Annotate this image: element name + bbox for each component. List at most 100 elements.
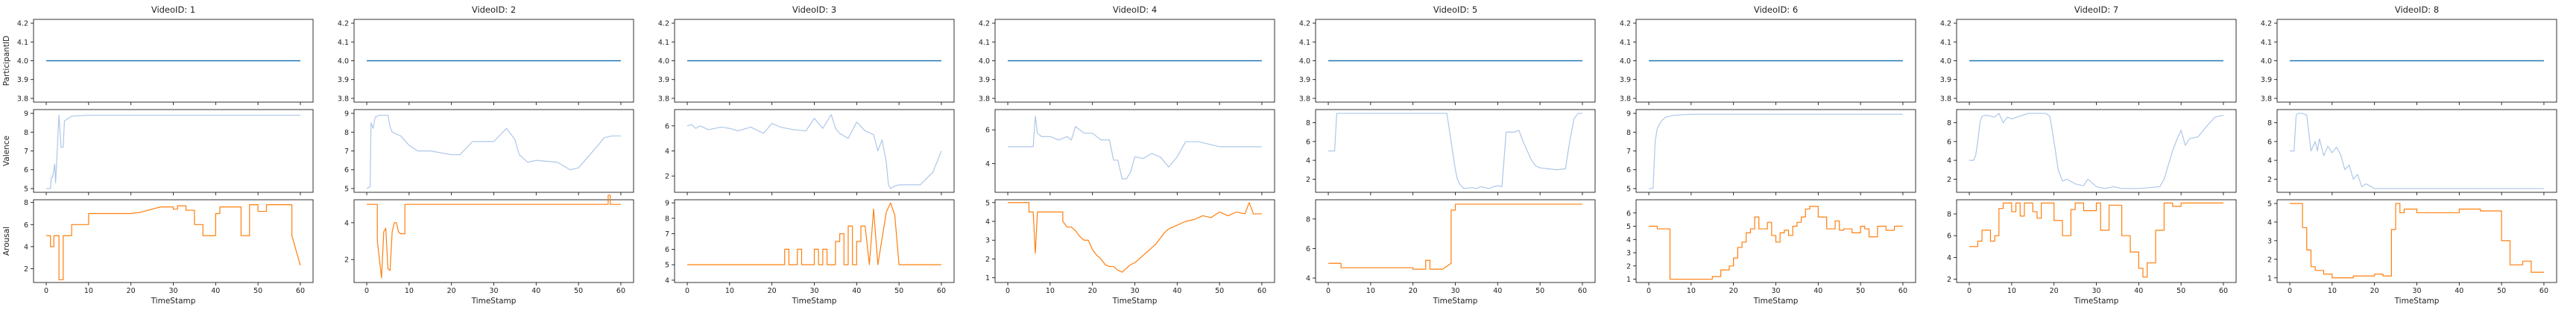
y-tick-label: 2 [665, 173, 669, 181]
y-tick-label: 5 [985, 199, 990, 207]
y-tick-label: 6 [1626, 166, 1631, 174]
x-tick-label: 10 [2007, 287, 2016, 295]
arousal-line [687, 202, 941, 265]
y-axis-label: ParticipantID [2, 36, 11, 86]
plot-frame [1315, 109, 1596, 193]
x-tick-label: 40 [1813, 287, 1822, 295]
plot-frame [674, 109, 955, 193]
x-tick-label: 40 [852, 287, 861, 295]
x-tick-label: 50 [1535, 287, 1544, 295]
x-tick-label: 40 [1493, 287, 1502, 295]
subplot-panel: 2 4 6 8 0 10 20 30 40 50 60 [1947, 199, 2237, 295]
x-tick-label: 60 [2219, 287, 2228, 295]
y-tick-label: 6 [665, 246, 669, 254]
y-tick-label: 3.9 [1940, 76, 1951, 84]
x-tick-label: 20 [2050, 287, 2059, 295]
y-tick-label: 4 [2267, 218, 2272, 227]
subplot-panel: 3.8 3.9 4.0 4.1 4.2 [658, 19, 955, 105]
subplot-panel: 46 [985, 109, 1275, 195]
subplot-panel: 4 6 8 0 10 20 30 40 50 60 [1306, 199, 1596, 295]
y-tick-label: 4.2 [1620, 20, 1631, 28]
x-tick-label: 60 [616, 287, 625, 295]
valence-line [686, 114, 942, 189]
y-tick-label: 5 [1626, 223, 1631, 231]
y-tick-label: 6 [1306, 245, 1310, 253]
y-tick-label: 9 [665, 200, 669, 208]
y-tick-label: 3.8 [1299, 95, 1310, 103]
subplot-panel: 3.8 3.9 4.0 4.1 4.2 [338, 19, 634, 105]
y-tick-label: 4.1 [1299, 39, 1310, 47]
y-tick-label: 5 [665, 262, 669, 270]
x-axis-label: TimeStamp [792, 297, 837, 306]
arousal-line [367, 195, 621, 279]
y-tick-label: 8 [24, 199, 28, 207]
y-tick-label: 4 [665, 148, 669, 156]
x-axis-label: TimeStamp [151, 297, 196, 306]
subplot-title: VideoID: 3 [792, 4, 836, 15]
y-tick-label: 3.8 [658, 95, 669, 103]
y-tick-label: 4 [1306, 157, 1310, 165]
y-tick-label: 4.2 [2261, 20, 2272, 28]
x-tick-label: 20 [447, 287, 456, 295]
x-tick-label: 30 [168, 287, 177, 295]
y-tick-label: 8 [1626, 129, 1631, 137]
y-tick-label: 2 [2267, 176, 2272, 184]
arousal-line [46, 204, 301, 280]
y-tick-label: 4.2 [979, 20, 990, 28]
y-tick-label: 4 [985, 218, 990, 227]
y-tick-label: 2 [2267, 256, 2272, 264]
x-tick-label: 30 [1450, 287, 1459, 295]
y-tick-label: 4.1 [1620, 39, 1631, 47]
subplot-panel: 3.8 3.9 4.0 4.1 4.2 [2261, 19, 2557, 105]
subplot-panel: 2 4 6 8 [1947, 109, 2237, 195]
x-tick-label: 50 [2176, 287, 2185, 295]
y-tick-label: 4.0 [979, 57, 990, 66]
subplot-title: VideoID: 7 [2074, 4, 2118, 15]
y-tick-label: 7 [1626, 148, 1631, 156]
y-tick-label: 4.0 [2261, 57, 2272, 66]
y-tick-label: 4.0 [1299, 57, 1310, 66]
y-tick-label: 3.9 [1299, 76, 1310, 84]
x-axis-label: TimeStamp [2074, 297, 2119, 306]
x-tick-label: 0 [1006, 287, 1010, 295]
x-tick-label: 40 [2455, 287, 2463, 295]
x-tick-label: 10 [84, 287, 93, 295]
y-tick-label: 6 [1626, 209, 1631, 218]
y-tick-label: 7 [344, 148, 349, 156]
y-tick-label: 6 [985, 127, 990, 135]
y-tick-label: 4.2 [1940, 20, 1951, 28]
x-tick-label: 60 [937, 287, 946, 295]
y-tick-label: 1 [2267, 274, 2272, 282]
video-column-3: VideoID: 3 3.8 3.9 4.0 4.1 4.2 2 4 6 4 5 6 7 8 9 0 10 20 3… [658, 4, 955, 306]
y-tick-label: 4.2 [17, 20, 28, 28]
y-tick-label: 2 [1626, 262, 1631, 271]
subplot-panel: 2 4 6 8 [2267, 109, 2557, 195]
y-tick-label: 4.1 [658, 39, 669, 47]
valence-line [1328, 113, 1582, 189]
y-tick-label: 8 [24, 129, 28, 137]
y-tick-label: 4.1 [338, 39, 349, 47]
x-tick-label: 30 [2412, 287, 2421, 295]
plot-frame [33, 199, 314, 283]
plot-frame [674, 199, 955, 283]
subplot-panel: 3.8 3.9 4.0 4.1 4.2 [1299, 19, 1596, 105]
subplot-panel: 2 4 6 [665, 109, 955, 195]
x-tick-label: 20 [1409, 287, 1418, 295]
valence-line [1649, 113, 1903, 189]
y-tick-label: 4 [1626, 236, 1631, 244]
subplot-panel: 5 6 7 8 9 Valence [2, 109, 314, 195]
y-tick-label: 4.0 [1940, 57, 1951, 66]
x-tick-label: 10 [1687, 287, 1696, 295]
y-tick-label: 5 [1626, 185, 1631, 193]
subplot-panel: 2 4 6 8 0 10 20 30 40 50 60 Arousal [2, 199, 314, 295]
arousal-line [1969, 202, 2223, 278]
y-tick-label: 6 [2267, 138, 2272, 146]
y-tick-label: 3.9 [2261, 76, 2272, 84]
video-column-1: VideoID: 1 3.8 3.9 4.0 4.1 4.2 ParticipantID 5 6… [2, 4, 314, 306]
arousal-line [1328, 203, 1582, 270]
x-tick-label: 40 [211, 287, 220, 295]
y-tick-label: 4 [1947, 157, 1951, 165]
subplot-title: VideoID: 2 [472, 4, 516, 15]
